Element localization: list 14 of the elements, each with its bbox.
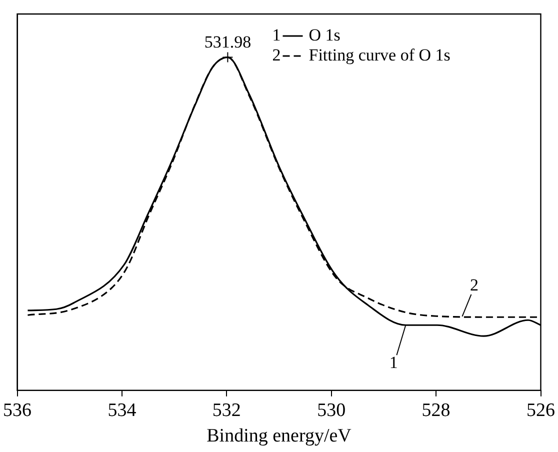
text: 2 [272, 45, 281, 64]
x-tick-label: 526 [526, 400, 555, 421]
annotation: 2 [470, 275, 478, 294]
x-tick-label: 530 [317, 400, 346, 421]
legend-label: Fitting curve of O 1s [308, 45, 450, 64]
legend-label: O 1s [308, 25, 340, 44]
x-axis-title: Binding energy/eV [206, 426, 352, 447]
x-tick-label: 528 [422, 400, 450, 421]
annotation: 531.98 [204, 32, 252, 52]
x-tick-label: 534 [108, 400, 137, 421]
annotation: 1 [389, 353, 398, 372]
x-tick-label: 532 [212, 400, 241, 421]
text: 1 [272, 25, 281, 44]
x-tick-label: 536 [3, 400, 32, 421]
